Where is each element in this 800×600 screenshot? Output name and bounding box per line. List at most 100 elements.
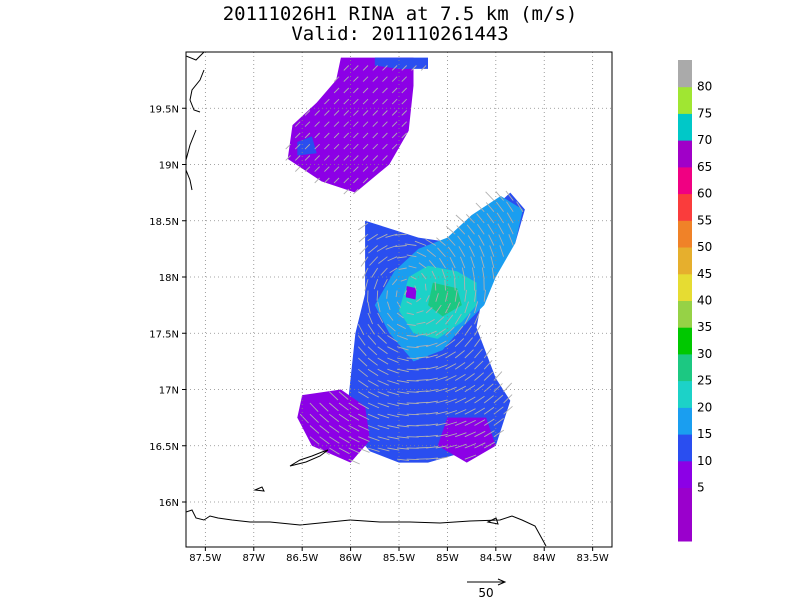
wind-vector (488, 234, 495, 246)
wind-vector (333, 177, 340, 184)
colorbar-label: 50 (697, 240, 712, 254)
coastline-mainland (186, 509, 547, 547)
colorbar: 5 10 15 20 25 30 35 40 45 50 55 60 65 70 75 80 (678, 60, 712, 542)
wind-vector (359, 245, 369, 255)
wind-vector (454, 350, 465, 359)
wind-vector (404, 243, 417, 246)
wind-vector (343, 177, 350, 184)
wind-vector (377, 323, 386, 334)
wind-vector (455, 409, 467, 415)
wind-vector (454, 289, 458, 302)
wind-vector (391, 132, 398, 139)
wind-vector (338, 391, 349, 400)
wind-vector (454, 325, 464, 336)
wind-vector (397, 368, 409, 373)
wind-vector (464, 301, 469, 314)
colorbar-bin (678, 60, 692, 88)
wind-vector (493, 429, 505, 438)
wind-vector (314, 166, 320, 172)
wind-vector (309, 436, 320, 445)
wind-vector (496, 201, 504, 212)
wind-vector (456, 225, 466, 235)
wind-vector (377, 346, 388, 355)
wind-vector (464, 325, 472, 336)
wind-vector (372, 87, 379, 94)
wind-vector (406, 346, 419, 349)
wind-vector (435, 352, 447, 359)
wind-vector (416, 424, 429, 426)
wind-vector (377, 436, 390, 441)
wind-vector (465, 213, 475, 224)
wind-vector (358, 391, 369, 399)
wind-vector (343, 166, 350, 172)
wind-vector (483, 289, 486, 302)
wind-vector (414, 240, 427, 246)
wind-vector (454, 385, 467, 393)
wind-vector (367, 391, 380, 398)
wind-vector (387, 447, 400, 451)
wind-vector (343, 155, 350, 161)
wind-vector (396, 312, 404, 319)
x-tick-label: 84W (533, 553, 556, 564)
wind-vector (362, 110, 369, 116)
wind-vector (416, 367, 429, 370)
wind-vector (483, 418, 495, 426)
wind-vector (377, 447, 390, 452)
wind-vector (362, 267, 369, 279)
wind-vector (367, 233, 378, 242)
wind-vector (503, 405, 513, 415)
wind-vector (458, 246, 466, 257)
wind-vector (382, 65, 388, 71)
wind-vector (343, 143, 350, 150)
wind-vector (487, 223, 495, 235)
wind-vector (401, 87, 408, 94)
wind-vector (481, 267, 485, 280)
wind-vector (358, 368, 368, 378)
wind-vector (455, 397, 467, 404)
wind-vector (435, 340, 447, 348)
wind-vector (387, 413, 400, 418)
wind-vector (362, 166, 369, 172)
wind-vector (353, 65, 359, 71)
wind-vector (391, 87, 398, 94)
wind-vector (441, 268, 446, 280)
wind-vector (387, 346, 399, 353)
wind-vector (285, 155, 291, 161)
wind-vector (445, 398, 457, 404)
wind-vector (382, 76, 388, 82)
wind-vector (328, 391, 339, 401)
wind-vector (372, 76, 379, 82)
wind-vector (397, 425, 410, 428)
wind-vector (406, 254, 417, 258)
wind-vector (406, 335, 418, 338)
wind-vector (499, 245, 505, 257)
wind-vector (358, 413, 370, 421)
wind-vector (389, 267, 398, 274)
wind-vector (425, 342, 438, 348)
wind-vector (426, 423, 439, 426)
wind-vector (348, 425, 360, 432)
wind-vector (367, 368, 379, 377)
wind-vector (493, 383, 503, 393)
wind-vector (397, 413, 410, 417)
colorbar-bin (678, 113, 692, 141)
x-tick-label: 87.5W (189, 553, 221, 564)
wind-vector (324, 132, 330, 139)
colorbar-bin (678, 193, 692, 221)
wind-vector (493, 371, 503, 381)
wind-vector (314, 121, 320, 127)
colorbar-bin (678, 353, 692, 382)
wind-vector (357, 346, 367, 356)
wind-vector (496, 212, 504, 224)
colorbar-label: 65 (697, 160, 712, 174)
y-tick-label: 18N (159, 273, 179, 284)
wind-vector (353, 155, 359, 161)
wind-vector (480, 256, 485, 269)
wind-vector (406, 391, 419, 393)
wind-vector (464, 373, 475, 381)
wind-vector (426, 434, 439, 438)
wind-vector (304, 143, 311, 150)
wind-vector (406, 368, 419, 371)
wind-vector (338, 413, 350, 422)
wind-vector (416, 297, 422, 303)
